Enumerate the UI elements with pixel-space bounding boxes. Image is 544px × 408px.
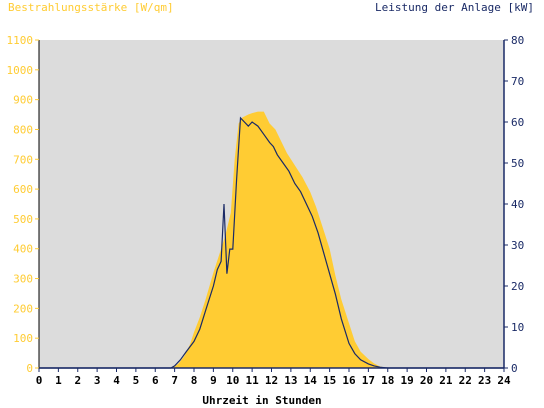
left-tick-label: 400 bbox=[13, 243, 33, 256]
right-tick-label: 80 bbox=[511, 34, 524, 47]
x-tick-label: 2 bbox=[74, 374, 81, 387]
right-tick-label: 10 bbox=[511, 321, 524, 334]
right-axis-title: Leistung der Anlage [kW] bbox=[375, 1, 534, 14]
right-tick-label: 30 bbox=[511, 239, 524, 252]
power-line bbox=[39, 116, 504, 369]
left-tick-label: 500 bbox=[13, 213, 33, 226]
x-tick-label: 24 bbox=[497, 374, 511, 387]
x-tick-label: 3 bbox=[94, 374, 101, 387]
x-tick-label: 15 bbox=[323, 374, 336, 387]
x-tick-label: 16 bbox=[342, 374, 356, 387]
left-tick-label: 0 bbox=[26, 362, 33, 375]
left-tick-label: 900 bbox=[13, 94, 33, 107]
right-tick-label: 70 bbox=[511, 75, 524, 88]
x-tick-label: 20 bbox=[420, 374, 433, 387]
x-tick-label: 18 bbox=[381, 374, 394, 387]
left-tick-label: 800 bbox=[13, 123, 33, 136]
right-tick-label: 40 bbox=[511, 198, 524, 211]
x-tick-label: 12 bbox=[265, 374, 278, 387]
x-tick-label: 21 bbox=[439, 374, 453, 387]
irradiance-area bbox=[39, 111, 504, 368]
x-tick-label: 23 bbox=[478, 374, 491, 387]
x-tick-label: 1 bbox=[55, 374, 62, 387]
x-tick-label: 13 bbox=[284, 374, 297, 387]
left-axis-title: Bestrahlungsstärke [W/qm] bbox=[8, 1, 174, 14]
x-tick-label: 0 bbox=[36, 374, 43, 387]
x-tick-label: 22 bbox=[459, 374, 472, 387]
x-tick-label: 4 bbox=[113, 374, 120, 387]
right-tick-label: 20 bbox=[511, 280, 524, 293]
right-tick-label: 0 bbox=[511, 362, 518, 375]
left-tick-label: 1100 bbox=[7, 34, 34, 47]
left-tick-label: 300 bbox=[13, 273, 33, 286]
x-tick-label: 14 bbox=[304, 374, 318, 387]
right-tick-label: 60 bbox=[511, 116, 524, 129]
x-axis-title: Uhrzeit in Stunden bbox=[202, 394, 321, 407]
x-tick-label: 11 bbox=[246, 374, 260, 387]
x-tick-label: 19 bbox=[401, 374, 414, 387]
right-tick-label: 50 bbox=[511, 157, 524, 170]
left-tick-label: 100 bbox=[13, 332, 33, 345]
x-tick-label: 9 bbox=[210, 374, 217, 387]
x-tick-label: 5 bbox=[133, 374, 140, 387]
x-tick-label: 8 bbox=[191, 374, 198, 387]
x-tick-label: 7 bbox=[171, 374, 178, 387]
left-tick-label: 200 bbox=[13, 302, 33, 315]
x-tick-label: 17 bbox=[362, 374, 375, 387]
left-tick-label: 1000 bbox=[7, 64, 34, 77]
left-tick-label: 600 bbox=[13, 183, 33, 196]
left-tick-label: 700 bbox=[13, 153, 33, 166]
x-tick-label: 6 bbox=[152, 374, 159, 387]
x-tick-label: 10 bbox=[226, 374, 239, 387]
